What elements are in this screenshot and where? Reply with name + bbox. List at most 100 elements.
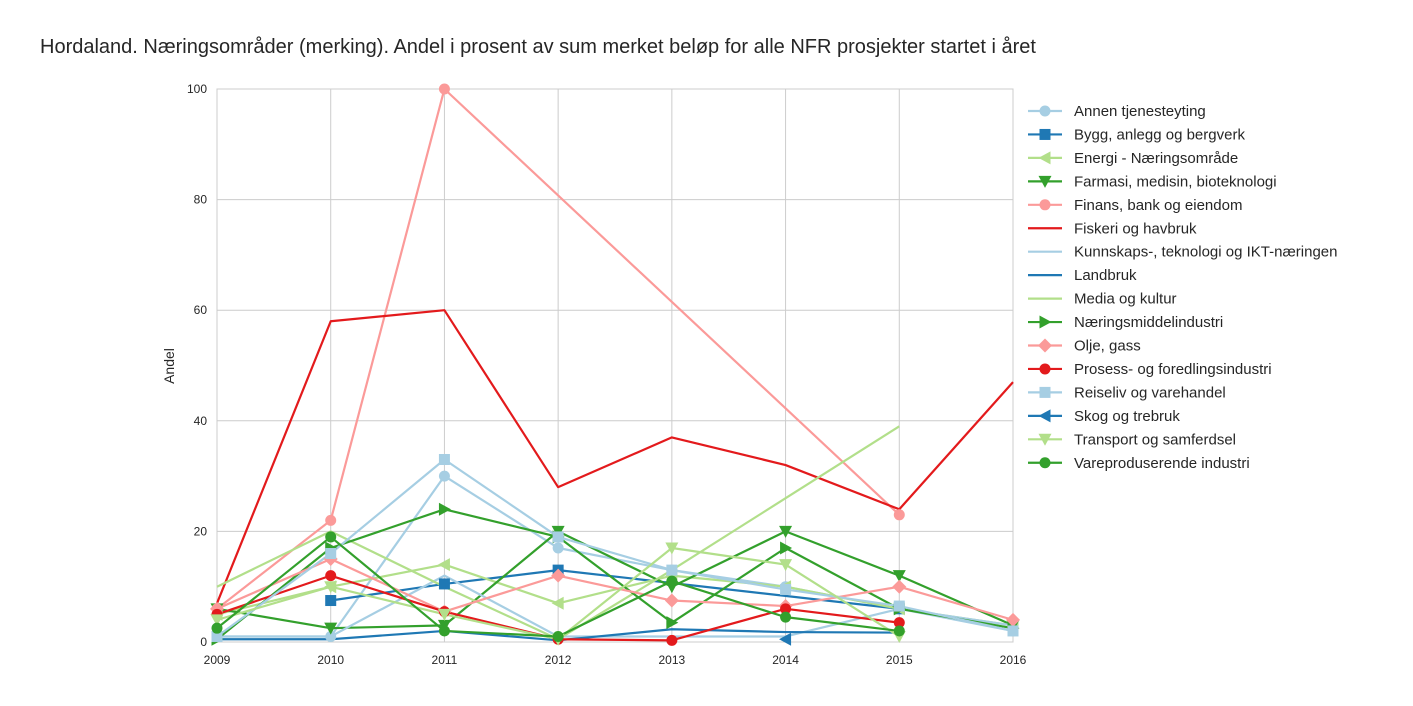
data-point bbox=[666, 575, 678, 587]
data-point bbox=[780, 603, 792, 615]
data-point bbox=[551, 568, 566, 583]
data-point bbox=[893, 625, 905, 637]
legend-marker bbox=[1038, 409, 1051, 423]
legend-label: Transport og samferdsel bbox=[1074, 431, 1236, 448]
legend-label: Energi - Næringsområde bbox=[1074, 150, 1238, 167]
data-point bbox=[892, 579, 907, 594]
data-point bbox=[325, 548, 337, 560]
legend-marker bbox=[1039, 386, 1051, 398]
data-point bbox=[666, 616, 679, 630]
legend-marker bbox=[1039, 363, 1051, 375]
data-point bbox=[325, 595, 337, 607]
legend-label: Reiseliv og varehandel bbox=[1074, 384, 1226, 401]
legend-label: Farmasi, medisin, bioteknologi bbox=[1074, 173, 1277, 190]
series-markers bbox=[210, 83, 1020, 646]
legend-marker bbox=[1039, 128, 1051, 140]
data-point bbox=[324, 622, 338, 635]
data-point bbox=[325, 630, 337, 642]
data-point bbox=[665, 542, 679, 555]
data-point bbox=[437, 608, 451, 621]
plot-frame bbox=[216, 88, 1014, 643]
data-point bbox=[551, 596, 564, 610]
x-tick-label: 2015 bbox=[886, 653, 913, 667]
data-point bbox=[438, 625, 450, 637]
legend-label: Finans, bank og eiendom bbox=[1074, 197, 1242, 214]
data-point bbox=[438, 83, 450, 95]
legend-marker bbox=[1039, 315, 1052, 329]
data-point bbox=[437, 558, 450, 572]
data-point bbox=[892, 570, 906, 583]
series-lines bbox=[215, 87, 1014, 642]
legend-label: Media og kultur bbox=[1074, 291, 1177, 308]
data-point bbox=[780, 541, 793, 555]
data-point bbox=[893, 617, 905, 629]
legend-marker bbox=[1039, 457, 1051, 469]
legend-label: Annen tjenesteyting bbox=[1074, 103, 1206, 120]
x-tick-label: 2016 bbox=[1000, 653, 1027, 667]
legend-marker bbox=[1038, 338, 1052, 353]
y-tick-label: 60 bbox=[194, 303, 208, 317]
data-point bbox=[552, 531, 564, 543]
data-point bbox=[664, 593, 679, 608]
data-point bbox=[779, 632, 792, 646]
data-point bbox=[325, 570, 337, 582]
y-tick-label: 100 bbox=[187, 82, 207, 96]
series-line bbox=[217, 574, 1014, 638]
y-tick-label: 80 bbox=[194, 193, 208, 207]
data-point bbox=[438, 454, 450, 466]
legend-marker bbox=[1039, 105, 1051, 117]
series-line bbox=[216, 458, 1014, 638]
series-line bbox=[215, 309, 1014, 604]
series-line bbox=[216, 87, 901, 610]
axes: 2009 2010 2011 2012 2013 2014 2015 2016 0 20 40 60 8… bbox=[187, 82, 1027, 667]
legend-marker bbox=[1038, 175, 1052, 188]
legend-label: Landbruk bbox=[1074, 267, 1137, 284]
data-point bbox=[438, 578, 450, 590]
data-point bbox=[325, 531, 337, 543]
data-point bbox=[324, 581, 338, 594]
legend: Annen tjenesteyting Bygg, anlegg og bergv… bbox=[1028, 103, 1338, 472]
x-tick-label: 2014 bbox=[772, 653, 799, 667]
x-tick-label: 2013 bbox=[659, 653, 686, 667]
chart-title: Hordaland. Næringsområder (merking). And… bbox=[40, 36, 1036, 58]
data-point bbox=[325, 514, 337, 526]
data-point bbox=[666, 564, 678, 576]
legend-label: Fiskeri og havbruk bbox=[1074, 220, 1197, 237]
x-tick-label: 2012 bbox=[545, 653, 572, 667]
data-point bbox=[210, 614, 224, 627]
legend-label: Kunnskaps-, teknologi og IKT-næringen bbox=[1074, 244, 1338, 261]
data-point bbox=[780, 583, 792, 595]
legend-label: Prosess- og foredlingsindustri bbox=[1074, 361, 1272, 378]
legend-marker bbox=[1038, 151, 1051, 165]
x-tick-label: 2011 bbox=[432, 653, 458, 667]
data-point bbox=[666, 634, 678, 646]
data-point bbox=[211, 622, 223, 634]
y-tick-label: 40 bbox=[194, 414, 208, 428]
y-tick-label: 0 bbox=[200, 635, 207, 649]
legend-marker bbox=[1039, 199, 1051, 211]
data-point bbox=[1007, 625, 1019, 637]
legend-label: Næringsmiddelindustri bbox=[1074, 314, 1223, 331]
data-point bbox=[552, 630, 564, 642]
legend-label: Bygg, anlegg og bergverk bbox=[1074, 126, 1245, 143]
data-point bbox=[552, 542, 564, 554]
data-point bbox=[779, 525, 793, 538]
data-point bbox=[893, 600, 905, 612]
series-line bbox=[216, 563, 1014, 627]
y-tick-label: 20 bbox=[194, 524, 208, 538]
data-point bbox=[438, 502, 451, 516]
data-point bbox=[893, 509, 905, 521]
data-point bbox=[211, 630, 223, 642]
legend-label: Olje, gass bbox=[1074, 338, 1141, 355]
x-tick-label: 2009 bbox=[204, 653, 231, 667]
data-point bbox=[1006, 612, 1020, 627]
series-line bbox=[216, 530, 1014, 630]
data-point bbox=[779, 559, 793, 572]
data-point bbox=[438, 470, 450, 482]
x-tick-label: 2010 bbox=[317, 653, 344, 667]
series-line bbox=[216, 508, 1014, 641]
series-line bbox=[216, 557, 1014, 621]
y-axis-label: Andel bbox=[161, 348, 177, 384]
legend-marker bbox=[1038, 433, 1052, 446]
